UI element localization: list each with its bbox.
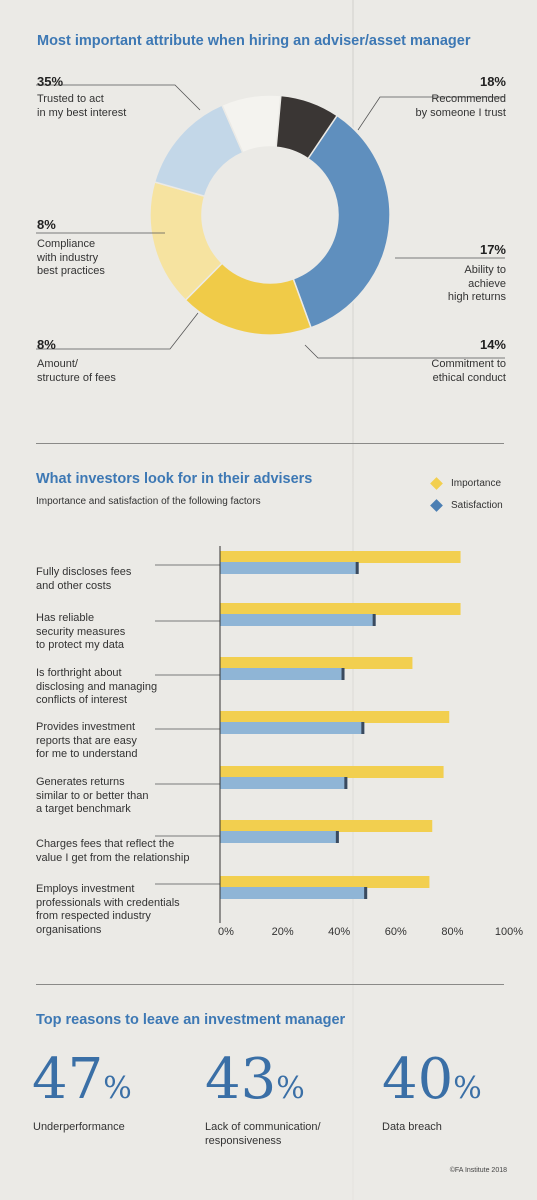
donut-pct-1: 18% (479, 74, 506, 89)
reasons-title: Top reasons to leave an investment manag… (36, 1012, 346, 1028)
factor-label-5: Charges fees that reflect the value I ge… (36, 838, 190, 864)
donut-leader-3 (304, 344, 505, 359)
donut-title: Most important attribute when hiring an … (37, 33, 471, 49)
x-tick-label-3: 60% (385, 926, 407, 938)
donut-slice-0 (292, 114, 391, 329)
bars-title: What investors look for in their adviser… (36, 471, 313, 487)
satisfaction-bar-end-6 (364, 887, 368, 899)
bars-subtitle: Importance and satisfaction of the follo… (36, 496, 261, 507)
importance-bar-6 (220, 876, 430, 888)
satisfaction-bar-5 (220, 831, 339, 843)
factor-label-6: Employs investment professionals with cr… (36, 883, 180, 936)
satisfaction-bar-end-5 (335, 831, 339, 843)
reason-label-0: Underperformance (33, 1121, 125, 1133)
reason-sign-0: % (103, 1071, 132, 1106)
satisfaction-bar-0 (220, 562, 359, 574)
donut-label-5: Compliance with industry best practices (37, 238, 105, 277)
donut-label-4: Amount/ structure of fees (37, 358, 116, 384)
importance-bar-5 (220, 820, 433, 832)
importance-bar-1 (220, 603, 461, 615)
reason-label-2: Data breach (382, 1121, 442, 1133)
reason-number-0: 47 (32, 1047, 104, 1112)
importance-bar-2 (220, 657, 413, 669)
importance-bar-0 (220, 551, 461, 563)
donut-pct-3: 14% (479, 337, 506, 352)
satisfaction-bar-2 (220, 668, 345, 680)
reason-number-1: 43 (205, 1047, 277, 1112)
legend-satisfaction: Satisfaction (430, 499, 503, 512)
legend-importance: Importance (430, 477, 502, 490)
satisfaction-bar-end-1 (372, 614, 376, 626)
satisfaction-bar-end-3 (361, 722, 365, 734)
importance-bar-4 (220, 766, 444, 778)
bar-chart: 0% 20% 40% 60% 80% 100% (155, 546, 523, 938)
legend-importance-label: Importance (451, 478, 502, 489)
reason-sign-2: % (453, 1071, 482, 1106)
satisfaction-bar-4 (220, 777, 348, 789)
factor-label-1: Has reliable security measures to protec… (36, 612, 126, 651)
reason-sign-1: % (276, 1071, 305, 1106)
legend-satisfaction-label: Satisfaction (451, 500, 503, 511)
donut-label-2: Ability to achieve high returns (447, 264, 506, 303)
section-divider-2 (36, 984, 504, 985)
donut-leader-0 (36, 84, 201, 111)
reason-number-2: 40 (382, 1047, 454, 1112)
donut-slice-5 (275, 94, 339, 160)
factor-label-4: Generates returns similar to or better t… (36, 776, 149, 815)
donut-pct-5: 8% (37, 217, 56, 232)
donut-label-0: Trusted to act in my best interest (37, 93, 127, 119)
satisfaction-bar-6 (220, 887, 368, 899)
credit: ©FA Institute 2018 (449, 1167, 507, 1174)
section-divider (36, 443, 504, 444)
satisfaction-bar-end-2 (341, 668, 345, 680)
donut-pct-2: 17% (479, 242, 506, 257)
x-tick-label-1: 20% (272, 926, 294, 938)
importance-bar-3 (220, 711, 450, 723)
donut-chart (36, 84, 505, 359)
donut-pct-4: 8% (37, 337, 56, 352)
reason-label-1: Lack of communication/ responsiveness (205, 1121, 321, 1147)
x-tick-label-2: 40% (328, 926, 350, 938)
donut-leader-4 (36, 312, 199, 350)
x-tick-label-0: 0% (218, 926, 234, 938)
donut-label-3: Commitment to ethical conduct (431, 358, 506, 384)
paper-fold (352, 0, 354, 1200)
importance-diamond-icon (430, 477, 443, 490)
donut-label-1: Recommended by someone I trust (415, 93, 507, 119)
factor-label-0: Fully discloses fees and other costs (36, 566, 132, 592)
satisfaction-bar-3 (220, 722, 365, 734)
reason-value-1: 43% (205, 1052, 305, 1117)
factor-label-2: Is forthright about disclosing and manag… (36, 667, 158, 706)
satisfaction-diamond-icon (430, 499, 443, 512)
x-tick-label-5: 100% (495, 926, 523, 938)
satisfaction-bar-end-0 (355, 562, 359, 574)
x-tick-label-4: 80% (441, 926, 463, 938)
satisfaction-bar-1 (220, 614, 376, 626)
donut-pct-0: 35% (37, 74, 64, 89)
reason-value-0: 47% (32, 1052, 132, 1117)
factor-label-3: Provides investment reports that are eas… (36, 721, 138, 760)
satisfaction-bar-end-4 (344, 777, 348, 789)
donut-leader-1 (357, 96, 505, 131)
reason-value-2: 40% (382, 1052, 482, 1117)
